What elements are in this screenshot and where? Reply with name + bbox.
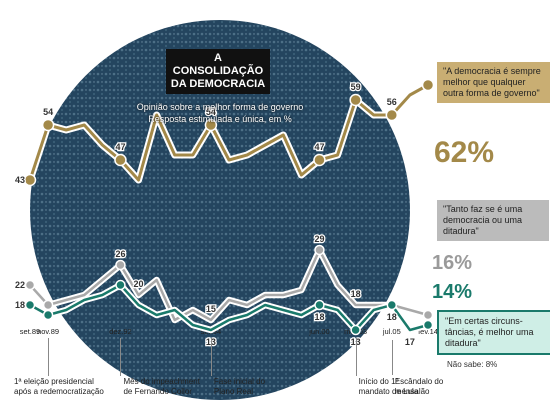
event-label-line-2: após a redemocratização	[14, 387, 104, 396]
data-point-tanto-faz	[42, 299, 54, 311]
chart-title: A CONSOLIDAÇÃO DA DEMOCRACIA	[166, 49, 270, 94]
series-line-tanto-faz	[28, 248, 430, 322]
event-label-line-1: Mês do impeachment	[123, 377, 200, 386]
data-label-tanto-faz: 26	[115, 249, 125, 259]
data-label-democracia: 54	[206, 107, 216, 117]
event-label: Escândalo do mensalão	[395, 377, 443, 397]
data-point-tanto-faz	[422, 309, 434, 321]
series-line-democracia	[28, 83, 430, 182]
event-leader-line	[120, 338, 122, 376]
data-point-democracia	[385, 108, 399, 122]
final-value-democracia: 62%	[434, 136, 495, 169]
data-label-tanto-faz: 18	[351, 289, 361, 299]
event-label-line-1: Escândalo do	[394, 377, 444, 386]
subtitle-line-2: Resposta estimulada e única, em %	[148, 114, 292, 124]
data-point-ditadura	[314, 299, 325, 311]
data-label-democracia: 54	[43, 107, 53, 117]
series-line-ditadura	[28, 283, 430, 332]
event-label: Mês do impeachment de Fernando Collor	[123, 377, 199, 397]
x-tick-label: nov.89	[37, 327, 59, 336]
callout-ditadura: "Em certas circuns-tâncias, é melhor uma…	[437, 310, 550, 355]
x-tick-label: jun.00	[308, 327, 329, 336]
series-layer	[23, 78, 435, 336]
data-point-ditadura	[24, 299, 36, 311]
chart-subtitle: Opinião sobre a melhor forma de governo …	[120, 101, 320, 125]
data-point-democracia	[204, 118, 218, 132]
callout-democracia: "A democracia é sempre melhor que qualqu…	[437, 62, 550, 103]
event-label-line-2: Plano Real	[213, 387, 254, 396]
event-label-line-2: mensalão	[394, 387, 430, 396]
data-label-ditadura: 17	[405, 337, 415, 347]
data-label-democracia: 59	[351, 82, 361, 92]
data-label-tanto-faz: 15	[206, 304, 216, 314]
event-label-line-1: 1ª eleição presidencial	[14, 377, 94, 386]
data-point-democracia	[114, 153, 127, 167]
event-label-line-1: Fase inicial do	[213, 377, 266, 386]
event-leader-line	[210, 338, 212, 376]
event-leader-line	[48, 338, 50, 376]
data-labels: 43544754475956222620152918181318131817	[14, 81, 416, 349]
data-point-ditadura	[115, 279, 126, 291]
event-label-line-1: Início do 1º	[358, 377, 399, 386]
data-point-ditadura	[386, 299, 398, 311]
event-label: Fase inicial do Plano Real	[214, 377, 265, 397]
nao-sabe-note: Não sabe: 8%	[447, 360, 498, 369]
data-point-democracia	[41, 118, 55, 132]
data-point-ditadura	[422, 319, 434, 331]
data-label-democracia: 47	[115, 142, 125, 152]
data-label-democracia: 43	[15, 175, 25, 185]
event-leader-line	[355, 338, 357, 376]
data-label-tanto-faz: 20	[134, 279, 144, 289]
data-label-democracia: 47	[314, 142, 324, 152]
x-tick-label: dez.92	[109, 327, 132, 336]
event-leader-line	[391, 340, 393, 375]
data-label-tanto-faz: 29	[314, 234, 324, 244]
data-point-ditadura	[42, 309, 54, 321]
event-label: 1ª eleição presidencial após a redemocrat…	[14, 377, 104, 397]
data-point-tanto-faz	[314, 244, 325, 256]
data-point-democracia	[349, 93, 362, 107]
data-label-ditadura: 18	[15, 300, 25, 310]
event-label: Início do 1º mandato de Lula	[359, 377, 419, 397]
subtitle-line-1: Opinião sobre a melhor forma de governo	[136, 102, 304, 112]
x-tick-label: jul.05	[382, 327, 401, 336]
x-tick-label: fev.14	[418, 327, 438, 336]
data-point-tanto-faz	[24, 279, 36, 291]
callout-tanto-faz: "Tanto faz se é uma democracia ou uma di…	[437, 200, 549, 241]
event-label-line-2: mandato de Lula	[358, 387, 419, 396]
data-point-democracia	[313, 153, 326, 167]
event-label-line-2: de Fernando Collor	[123, 387, 192, 396]
data-label-democracia: 56	[387, 97, 397, 107]
data-point-democracia	[421, 78, 435, 92]
data-point-tanto-faz	[115, 259, 126, 271]
x-tick-label: set.89	[20, 327, 40, 336]
final-value-ditadura: 14%	[432, 281, 473, 303]
data-label-ditadura: 18	[314, 312, 324, 322]
final-value-tanto-faz: 16%	[432, 252, 473, 274]
data-point-democracia	[23, 173, 37, 187]
data-point-ditadura	[350, 324, 361, 336]
data-label-ditadura: 18	[387, 312, 397, 322]
data-label-tanto-faz: 22	[15, 280, 25, 290]
